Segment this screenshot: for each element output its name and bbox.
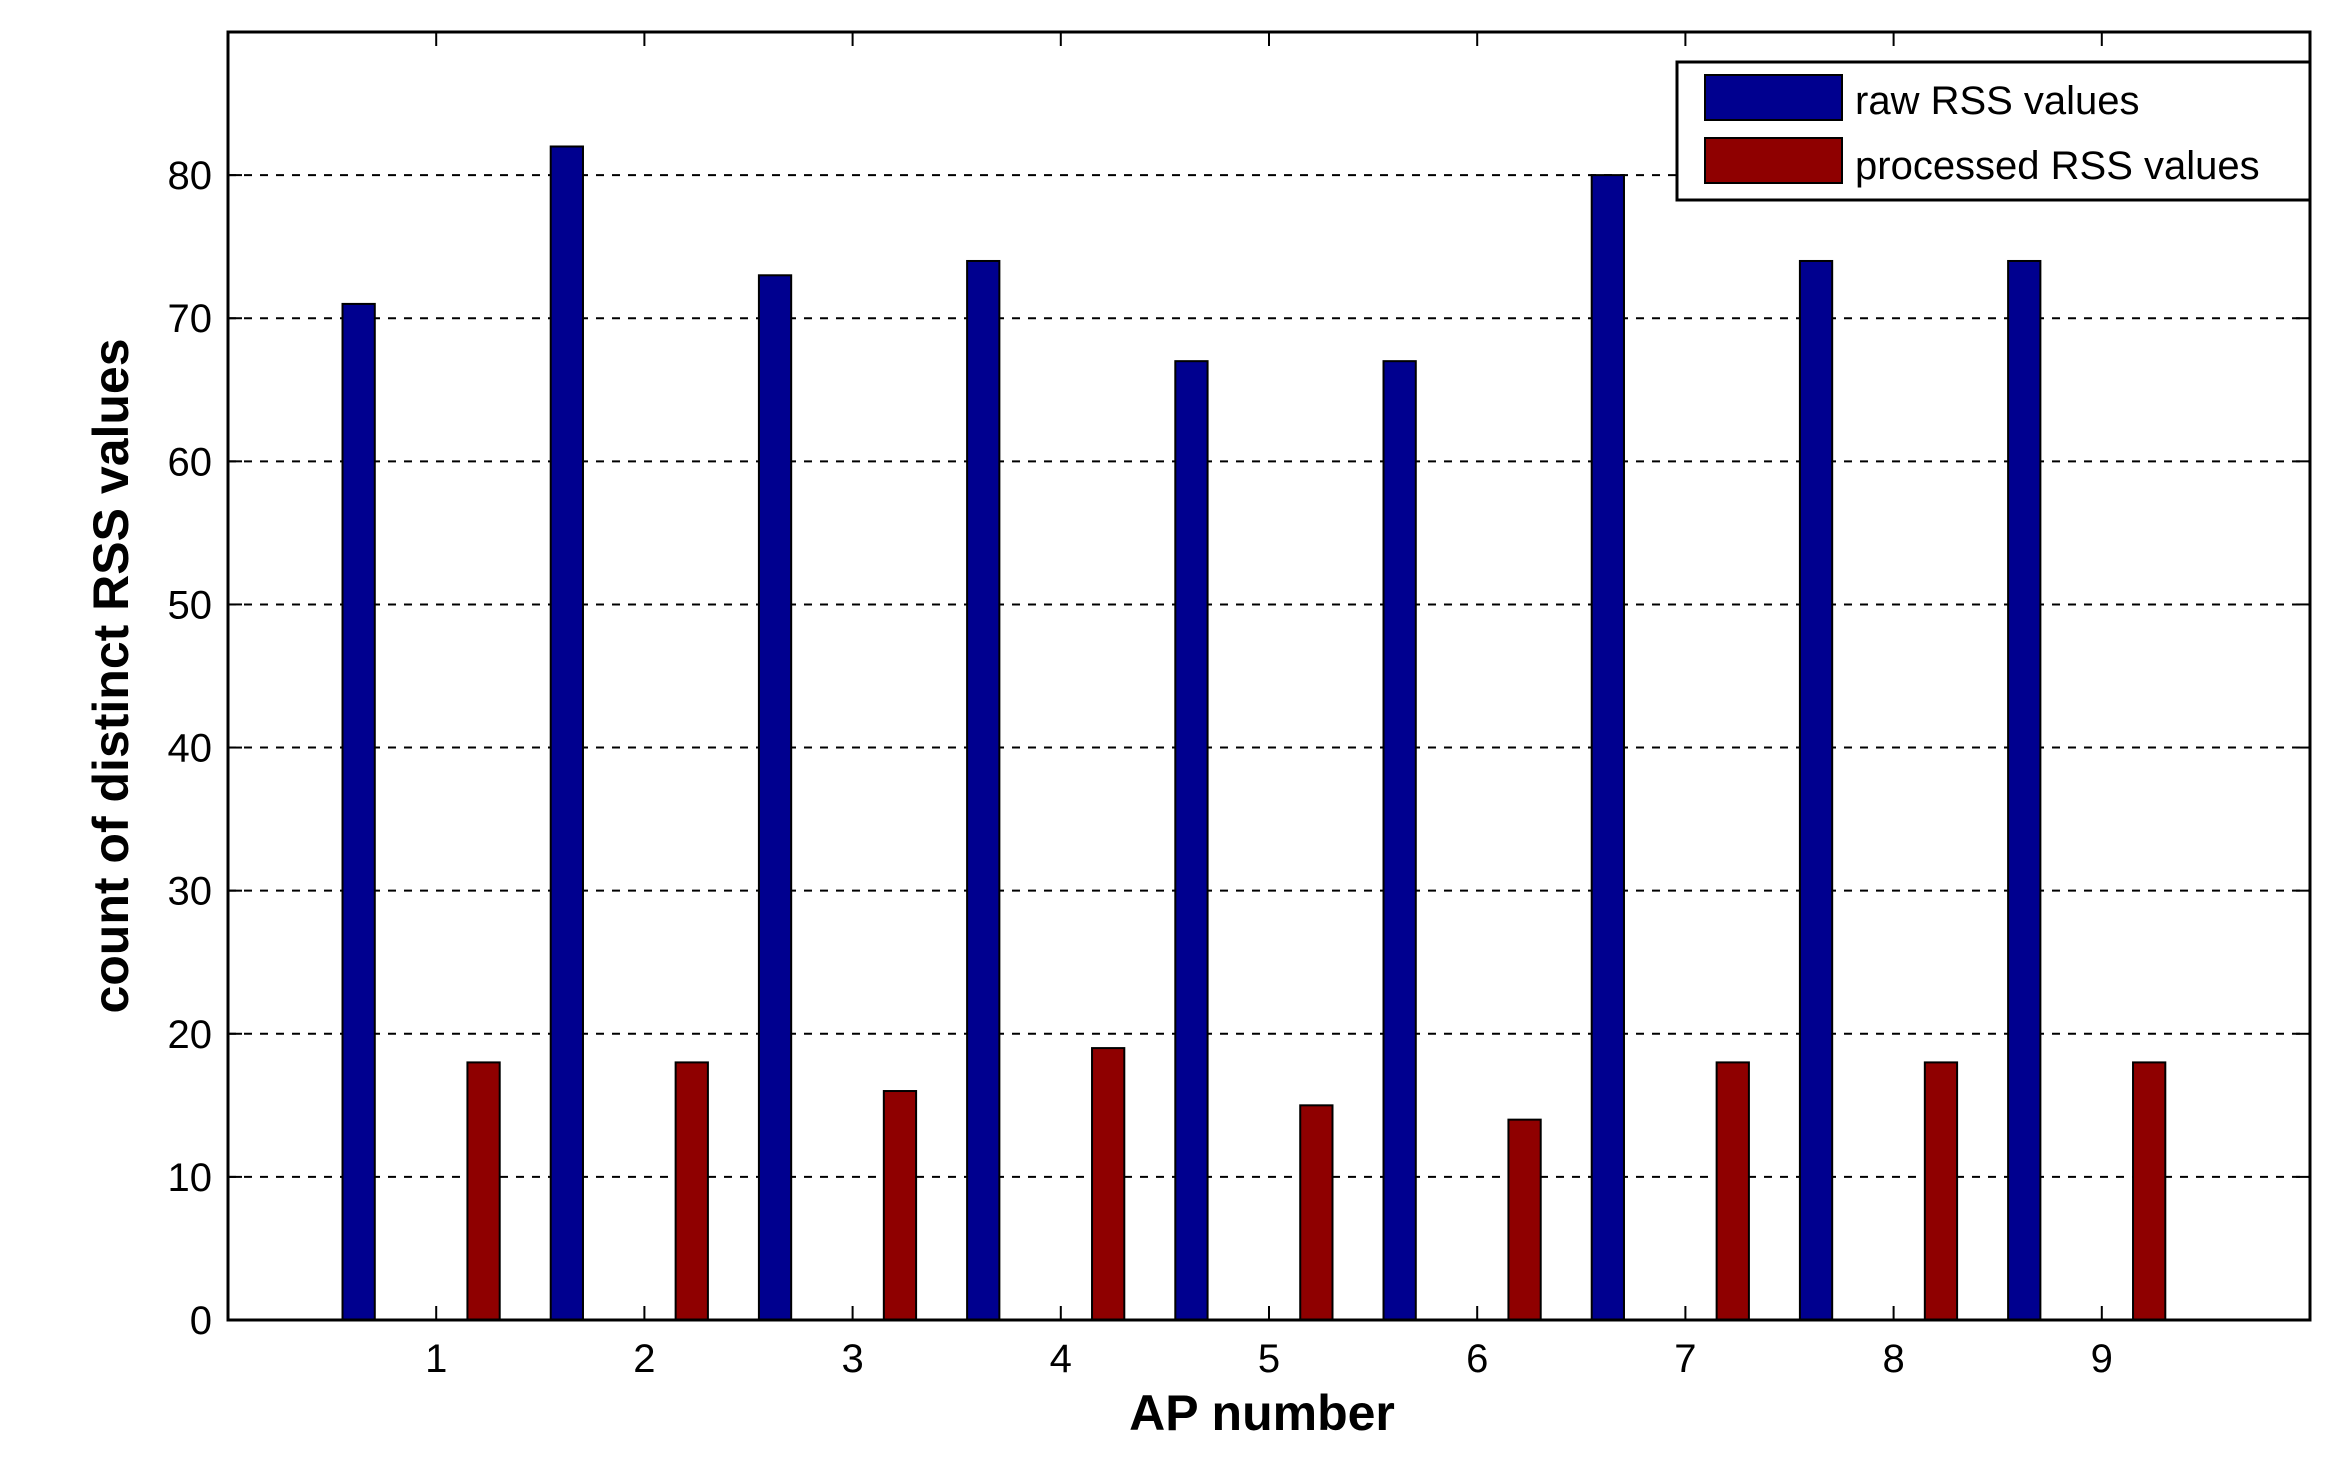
x-tick-label: 9	[2091, 1337, 2113, 1381]
x-tick-label: 6	[1466, 1337, 1488, 1381]
bar-raw	[757, 274, 793, 1321]
y-tick-label: 60	[168, 440, 213, 484]
x-tick-label: 2	[633, 1337, 655, 1381]
y-tick-label: 80	[168, 154, 213, 198]
bar-processed	[1923, 1061, 1959, 1322]
legend-swatch-processed	[1704, 137, 1843, 184]
y-tick-label: 70	[168, 297, 213, 341]
x-tick-label: 4	[1050, 1337, 1072, 1381]
bar-raw	[1174, 360, 1209, 1321]
y-tick-label: 40	[168, 727, 213, 771]
y-tick-label: 0	[190, 1299, 212, 1343]
y-axis-title: count of distinct RSS values	[83, 338, 139, 1013]
bar-raw	[341, 302, 376, 1321]
bar-processed	[674, 1061, 709, 1322]
x-tick-label: 5	[1258, 1337, 1280, 1381]
bar-raw	[966, 259, 1001, 1321]
x-tick-label: 7	[1674, 1337, 1696, 1381]
y-tick-labels: 0 10 20 30 40 50 60 70 80	[168, 154, 213, 1343]
bar-processed	[1299, 1104, 1334, 1322]
bars	[341, 145, 2167, 1322]
plot-background	[228, 32, 2310, 1320]
axis-ticks	[228, 32, 2310, 1321]
bar-raw	[2007, 259, 2042, 1321]
bar-processed	[466, 1061, 501, 1322]
bar-raw	[549, 145, 584, 1321]
y-tick-label: 50	[168, 583, 213, 627]
legend-swatch-raw	[1704, 74, 1843, 121]
bar-raw	[1590, 174, 1625, 1322]
x-tick-label: 8	[1882, 1337, 1904, 1381]
x-axis-title: AP number	[1129, 1385, 1395, 1441]
bar-processed	[1507, 1118, 1542, 1321]
bar-processed	[1091, 1047, 1126, 1321]
bar-processed	[882, 1090, 918, 1321]
bar-raw	[1382, 360, 1417, 1321]
legend-label-processed: processed RSS values	[1855, 144, 2260, 188]
y-tick-label: 20	[168, 1013, 213, 1057]
bar-processed	[2132, 1061, 2167, 1322]
bar-raw	[1798, 259, 1834, 1321]
legend-label-raw: raw RSS values	[1855, 79, 2140, 123]
legend: raw RSS values processed RSS values	[1675, 60, 2312, 202]
x-tick-label: 1	[425, 1337, 447, 1381]
x-tick-label: 3	[841, 1337, 863, 1381]
x-tick-labels: 1 2 3 4 5 6 7 8 9	[425, 1337, 2113, 1381]
y-tick-label: 10	[168, 1156, 213, 1200]
bar-processed	[1715, 1061, 1750, 1322]
y-tick-label: 30	[168, 870, 213, 914]
